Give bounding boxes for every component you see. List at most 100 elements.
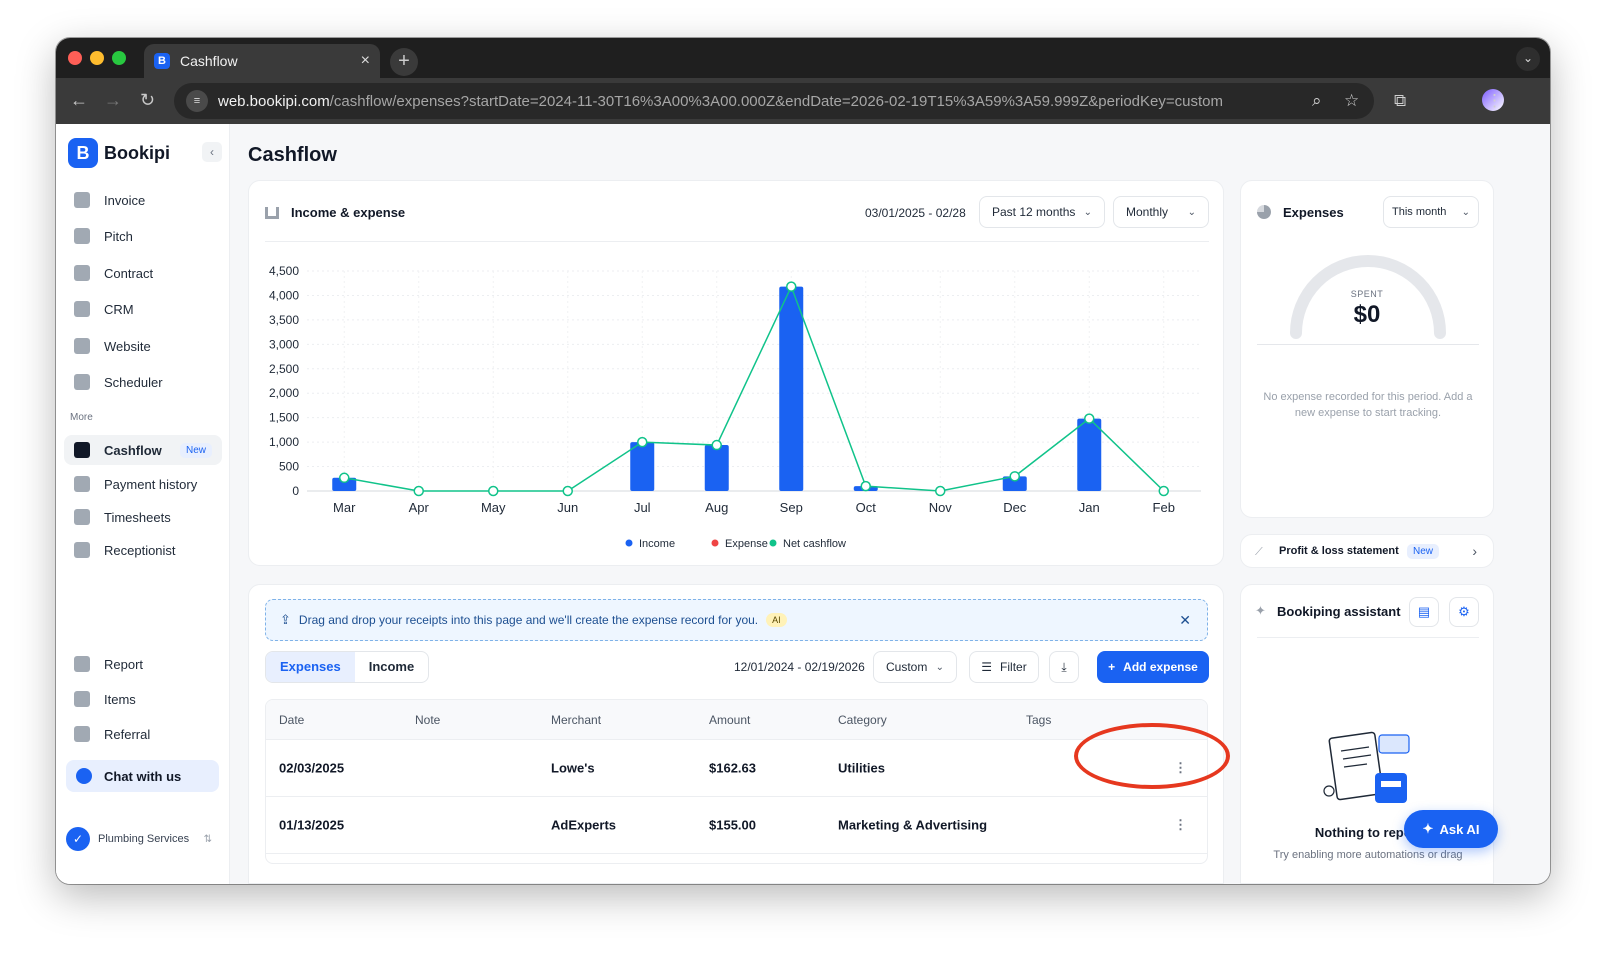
chevron-down-icon: ⌄: [1461, 206, 1470, 218]
collapse-sidebar-button[interactable]: ‹: [202, 142, 222, 162]
sidebar-item-timesheets[interactable]: Timesheets: [64, 502, 222, 532]
sidebar-item-scheduler[interactable]: Scheduler: [64, 367, 222, 397]
card-title: Bookiping assistant: [1277, 604, 1401, 619]
sidebar-item-crm[interactable]: CRM: [64, 294, 222, 324]
x-tick-label: Sep: [780, 500, 803, 515]
browser-menu-icon[interactable]: ⋮: [1486, 91, 1503, 110]
sidebar-item-label: CRM: [104, 301, 134, 317]
sidebar-item-label: Contract: [104, 265, 154, 281]
sidebar-item-label: Timesheets: [104, 509, 171, 525]
filter-button[interactable]: ☰ Filter: [969, 651, 1039, 683]
select-value: Past 12 months: [992, 205, 1076, 219]
minimize-window-button[interactable]: [90, 51, 104, 65]
ask-ai-button[interactable]: ✦ Ask AI: [1404, 810, 1498, 848]
sidebar-item-payment-history[interactable]: Payment history: [64, 469, 222, 499]
receipt-dropzone-banner[interactable]: ⇪ Drag and drop your receipts into this …: [265, 599, 1208, 641]
close-tab-icon[interactable]: ×: [360, 52, 370, 69]
income-expense-chart: 4,500 4,000 3,500 3,000 2,500 2,000 1,500 1,000…: [269, 264, 1201, 550]
spent-value: $0: [1353, 301, 1381, 328]
card-title: Expenses: [1283, 205, 1344, 220]
workspace-switcher[interactable]: ✓ Plumbing Services ⇅: [64, 824, 222, 854]
table-row[interactable]: 02/03/2025 Lowe's $162.63 Utilities ⋮: [266, 740, 1207, 797]
sidebar-item-pitch[interactable]: Pitch: [64, 221, 222, 251]
x-tick-label: Apr: [409, 500, 430, 515]
address-bar[interactable]: ≡ web.bookipi.com/cashflow/expenses?star…: [174, 83, 1374, 119]
reload-icon[interactable]: ↻: [140, 90, 156, 110]
income-bar: [779, 286, 804, 491]
column-header-note[interactable]: Note: [415, 712, 441, 727]
workspace-check-icon: ✓: [66, 827, 90, 851]
tab-expenses[interactable]: Expenses: [266, 652, 355, 682]
maximize-window-button[interactable]: [112, 51, 126, 65]
list-period-select[interactable]: Custom ⌄: [873, 651, 957, 683]
add-expense-button[interactable]: + Add expense: [1097, 651, 1209, 683]
legend-label: Income: [639, 538, 675, 550]
back-arrow-icon[interactable]: ←: [70, 90, 88, 110]
bank-icon[interactable]: ▤: [1409, 597, 1439, 627]
pie-chart-icon: [1257, 205, 1271, 219]
brand-logo[interactable]: B Bookipi: [68, 138, 170, 168]
column-header-category[interactable]: Category: [838, 712, 887, 727]
row-date: 01/13/2025: [279, 817, 345, 833]
forward-arrow-icon[interactable]: →: [104, 90, 122, 110]
upload-icon: ⇪: [280, 612, 291, 627]
sidebar-item-cashflow[interactable]: Cashflow New: [64, 435, 222, 465]
row-menu-icon[interactable]: ⋮: [1174, 817, 1187, 832]
profit-loss-card[interactable]: ⟋ Profit & loss statement New ›: [1240, 534, 1494, 568]
net-cashflow-point: [562, 485, 573, 497]
column-header-amount[interactable]: Amount: [709, 712, 751, 727]
tab-title: Cashflow: [180, 53, 238, 69]
receipt-illustration-icon: [1323, 731, 1410, 803]
sidebar-item-referral[interactable]: Referral: [64, 719, 222, 749]
net-cashflow-point: [711, 439, 722, 451]
site-settings-icon[interactable]: ≡: [186, 90, 208, 112]
net-cashflow-point: [637, 436, 648, 448]
sidebar-item-items[interactable]: Items: [64, 684, 222, 714]
tab-search-chevron-icon[interactable]: ⌄: [1516, 47, 1540, 71]
bookmark-star-icon[interactable]: ☆: [1344, 91, 1360, 110]
x-tick-label: Jan: [1079, 500, 1100, 515]
spent-label: SPENT: [1350, 289, 1384, 299]
net-cashflow-point: [1158, 485, 1169, 497]
column-header-tags[interactable]: Tags: [1026, 712, 1052, 727]
sidebar-item-receptionist[interactable]: Receptionist: [64, 535, 222, 565]
sidebar-item-label: Report: [104, 656, 144, 672]
gauge-divider: [1257, 344, 1479, 345]
sidebar-item-invoice[interactable]: Invoice: [64, 185, 222, 215]
sidebar-item-website[interactable]: Website: [64, 331, 222, 361]
income-expense-card: Income & expense 03/01/2025 - 02/28 Past…: [248, 180, 1224, 566]
x-tick-label: May: [481, 500, 506, 515]
x-tick-label: Feb: [1153, 500, 1175, 515]
close-icon[interactable]: ✕: [1179, 612, 1191, 628]
row-category: Marketing & Advertising: [838, 817, 988, 833]
interval-select[interactable]: Monthly ⌄: [1113, 196, 1209, 228]
new-badge: New: [1407, 544, 1440, 559]
tab-income[interactable]: Income: [368, 659, 415, 674]
expense-period-select[interactable]: This month ⌄: [1383, 196, 1479, 228]
row-amount: $155.00: [709, 817, 756, 833]
browser-tab[interactable]: B Cashflow ×: [144, 44, 380, 78]
period-select[interactable]: Past 12 months ⌄: [979, 196, 1105, 228]
select-value: This month: [1392, 206, 1447, 218]
invoice-icon: [74, 192, 90, 208]
x-tick-label: Dec: [1003, 500, 1027, 515]
close-window-button[interactable]: [68, 51, 82, 65]
chat-with-us-button[interactable]: Chat with us: [66, 760, 219, 792]
legend-label: Expense: [725, 538, 768, 550]
sidebar-item-contract[interactable]: Contract: [64, 258, 222, 288]
gear-icon[interactable]: ⚙: [1449, 597, 1479, 627]
zoom-icon[interactable]: ⌕: [1312, 91, 1322, 110]
column-header-merchant[interactable]: Merchant: [551, 712, 602, 727]
payment-history-icon: [74, 476, 90, 492]
column-header-date[interactable]: Date: [279, 712, 305, 727]
x-tick-label: Jun: [557, 500, 578, 515]
extensions-puzzle-icon[interactable]: ⧉: [1394, 91, 1407, 110]
profile-avatar[interactable]: [1482, 89, 1504, 111]
y-tick-label: 3,500: [269, 313, 299, 327]
sidebar-item-report[interactable]: Report: [64, 649, 222, 679]
new-tab-button[interactable]: +: [390, 48, 418, 76]
table-row[interactable]: 01/13/2025 AdExperts $155.00 Marketing &…: [266, 797, 1207, 854]
contract-icon: [74, 265, 90, 281]
net-cashflow-line: [344, 284, 1165, 492]
download-button[interactable]: ⤓: [1049, 651, 1079, 683]
